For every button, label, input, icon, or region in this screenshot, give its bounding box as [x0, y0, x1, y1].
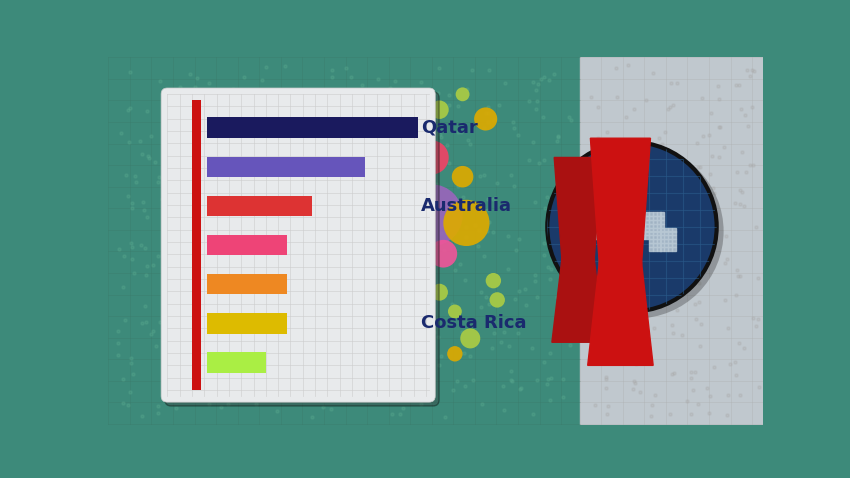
Circle shape: [460, 328, 480, 348]
Circle shape: [447, 346, 462, 361]
FancyBboxPatch shape: [165, 92, 439, 406]
Circle shape: [474, 108, 497, 130]
Bar: [207, 235, 287, 255]
Circle shape: [430, 100, 449, 119]
Polygon shape: [552, 157, 604, 342]
Bar: [192, 100, 201, 390]
Circle shape: [431, 284, 448, 301]
Bar: [207, 157, 365, 177]
FancyBboxPatch shape: [162, 88, 435, 402]
Bar: [207, 352, 266, 373]
Circle shape: [547, 142, 717, 312]
Circle shape: [415, 141, 449, 174]
Polygon shape: [587, 138, 653, 365]
Circle shape: [456, 87, 469, 101]
Circle shape: [485, 273, 501, 288]
Circle shape: [444, 200, 490, 246]
Circle shape: [490, 292, 505, 308]
Circle shape: [401, 185, 462, 246]
Text: Costa Rica: Costa Rica: [422, 315, 527, 332]
Text: Qatar: Qatar: [422, 119, 479, 137]
Text: Australia: Australia: [422, 197, 513, 215]
Bar: [207, 196, 313, 216]
Bar: [207, 118, 417, 138]
Circle shape: [550, 144, 723, 318]
Circle shape: [429, 240, 457, 268]
Bar: [109, 57, 580, 425]
Bar: [207, 274, 287, 294]
Bar: [580, 57, 763, 425]
Bar: [207, 313, 287, 334]
Circle shape: [448, 304, 462, 318]
Circle shape: [452, 166, 473, 187]
